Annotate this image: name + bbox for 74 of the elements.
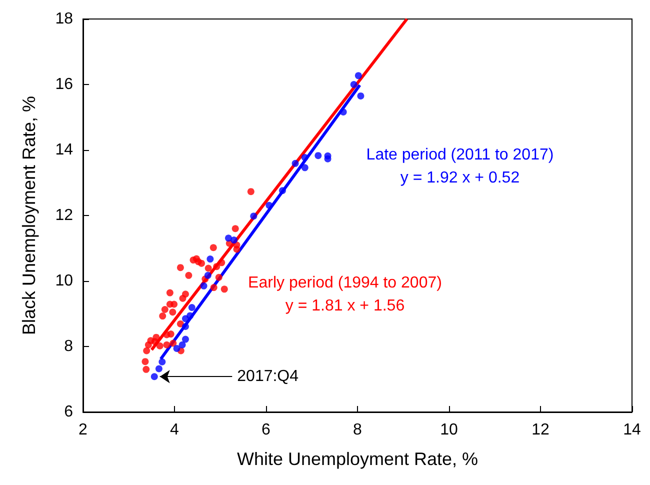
text: Late period (2011 to 2017) bbox=[366, 146, 554, 164]
point bbox=[159, 312, 166, 320]
point bbox=[200, 282, 208, 290]
point bbox=[185, 272, 192, 279]
point bbox=[301, 154, 308, 162]
x-tick-label: 12 bbox=[532, 422, 550, 438]
point bbox=[142, 358, 149, 366]
x-tick-label: 4 bbox=[170, 422, 180, 438]
y-tick-label: 14 bbox=[55, 142, 74, 158]
point bbox=[155, 365, 162, 372]
y-tick-label: 6 bbox=[64, 404, 74, 420]
y-tick-label: 18 bbox=[55, 10, 74, 28]
annotation: y = 1.81 x + 1.56 bbox=[285, 298, 405, 314]
point bbox=[179, 294, 186, 302]
x-axis-title: White Unemployment Rate, % bbox=[236, 449, 478, 469]
point bbox=[278, 187, 286, 194]
point bbox=[230, 236, 238, 244]
x-tick-label: 2 bbox=[78, 422, 88, 438]
point bbox=[292, 160, 299, 167]
point bbox=[161, 306, 168, 313]
point bbox=[182, 315, 189, 322]
annotation: 2017:Q4 bbox=[237, 368, 299, 386]
point bbox=[143, 347, 150, 354]
x-tick-label: 8 bbox=[353, 422, 362, 438]
point bbox=[247, 188, 254, 196]
point bbox=[142, 366, 150, 373]
point bbox=[357, 92, 364, 100]
point bbox=[314, 152, 322, 160]
point bbox=[354, 72, 362, 80]
point bbox=[220, 286, 228, 293]
point bbox=[173, 344, 180, 352]
y-axis-title: Black Unemployment Rate, % bbox=[19, 96, 39, 336]
point bbox=[188, 304, 196, 312]
y-tick-label: 12 bbox=[55, 207, 74, 224]
y-tick-label: 16 bbox=[55, 76, 74, 93]
point bbox=[156, 342, 164, 350]
point bbox=[178, 341, 186, 348]
point bbox=[147, 337, 154, 344]
point bbox=[170, 340, 177, 347]
point bbox=[204, 272, 212, 279]
point bbox=[233, 246, 240, 253]
point bbox=[182, 336, 189, 343]
y-tick-label: 10 bbox=[55, 272, 74, 290]
point bbox=[232, 225, 239, 232]
x-tick-label: 10 bbox=[440, 422, 458, 438]
x-tick-label: 14 bbox=[623, 422, 641, 438]
point bbox=[340, 108, 347, 116]
point bbox=[301, 164, 308, 172]
point bbox=[266, 202, 273, 209]
point bbox=[204, 264, 212, 272]
point bbox=[218, 259, 226, 266]
point bbox=[210, 244, 217, 252]
point bbox=[150, 373, 158, 380]
point bbox=[350, 81, 358, 88]
point bbox=[213, 263, 220, 270]
point bbox=[167, 330, 174, 338]
series-label: Early period (1994 to 2007) bbox=[248, 274, 442, 292]
point bbox=[158, 358, 166, 366]
point bbox=[182, 323, 189, 330]
y-tick-label: 8 bbox=[64, 338, 74, 355]
point bbox=[198, 260, 205, 267]
point bbox=[215, 274, 222, 281]
point bbox=[206, 256, 214, 263]
x-tick-label: 6 bbox=[262, 422, 271, 438]
point bbox=[170, 300, 178, 308]
point bbox=[324, 155, 332, 162]
point bbox=[169, 308, 176, 316]
point bbox=[176, 264, 184, 272]
point bbox=[250, 212, 258, 220]
annotation: y = 1.92 x + 0.52 bbox=[400, 170, 520, 186]
point bbox=[224, 234, 232, 242]
point bbox=[210, 284, 218, 292]
point bbox=[166, 289, 174, 296]
point bbox=[163, 341, 170, 348]
